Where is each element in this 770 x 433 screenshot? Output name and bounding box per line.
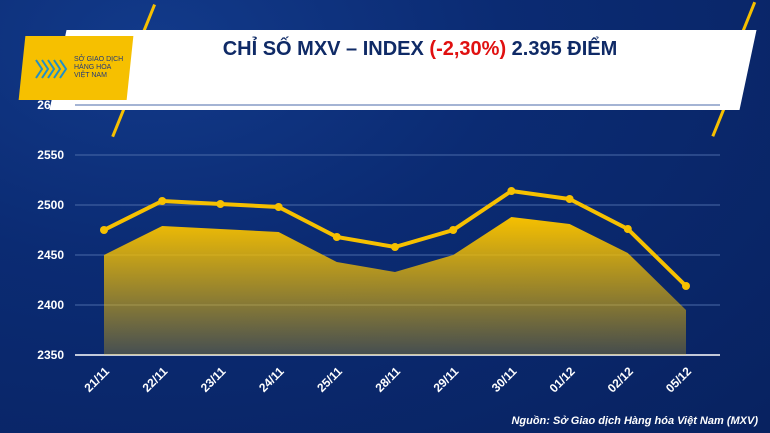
data-point [216,200,225,208]
change-percent: (-2,30%) [429,38,507,60]
logo-text: SỞ GIAO DỊCH HÀNG HÓA VIỆT NAM [74,56,124,79]
data-point [100,226,108,234]
x-tick-label: 30/11 [489,364,520,395]
y-tick-label: 2450 [37,248,64,262]
x-tick-label: 23/11 [198,364,229,395]
data-point [623,225,632,233]
x-tick-label: 24/11 [256,364,287,395]
x-tick-label: 02/12 [605,364,636,395]
source-note: Nguồn: Sở Giao dịch Hàng hóa Việt Nam (M… [511,415,758,427]
y-tick-label: 2600 [37,98,64,112]
y-tick-label: 2500 [37,198,64,212]
x-tick-label: 25/11 [314,364,345,395]
data-point [391,243,399,251]
x-tick-label: 21/11 [81,364,112,395]
x-tick-label: 29/11 [431,364,462,395]
area-series [104,217,686,355]
x-tick-label: 22/11 [140,364,171,395]
x-tick-label: 28/11 [372,364,403,395]
y-tick-label: 2400 [37,298,64,312]
y-tick-label: 2550 [37,148,64,162]
data-point [332,233,341,241]
data-point [449,226,458,234]
logo-mark-icon [35,59,68,79]
data-point [158,197,167,205]
data-point [682,282,690,290]
data-point [507,187,516,195]
x-tick-label: 01/12 [547,364,578,395]
x-tick-label: 05/12 [663,364,694,395]
data-point [565,195,574,203]
data-point [274,203,283,211]
y-tick-label: 2350 [37,348,64,362]
page-title: CHỈ SỐ MXV – INDEX (-2,30%) 2.395 ĐIỂM [222,38,618,60]
